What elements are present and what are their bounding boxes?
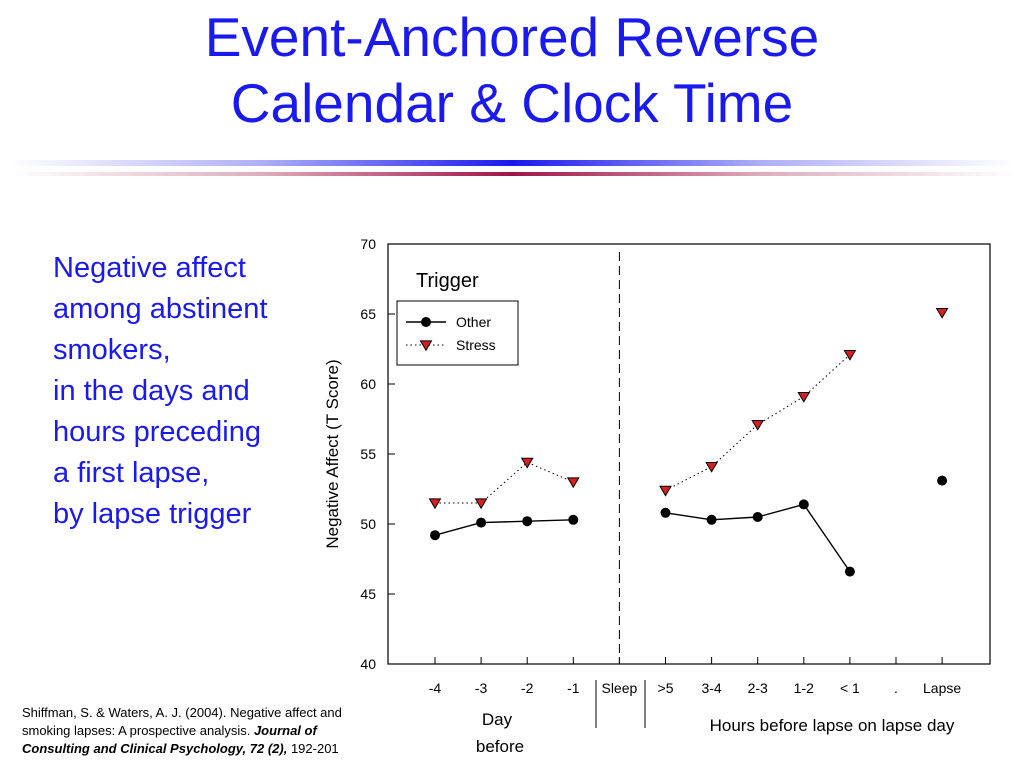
citation-pages: 192-201: [287, 741, 339, 756]
x-tick-label: 3-4: [701, 680, 721, 696]
citation-authors: Shiffman, S. & Waters, A. J. (2004). Neg…: [22, 705, 342, 738]
x-tick-label: 1-2: [794, 680, 814, 696]
description-line: Negative affect: [53, 252, 246, 284]
data-point-other: [522, 516, 533, 527]
x-tick-label: -1: [567, 680, 580, 696]
legend-marker-stress: [419, 340, 433, 352]
chart-description: Negative affect among abstinent smokers,…: [53, 248, 323, 535]
data-point-other: [706, 514, 717, 525]
data-point-stress: [935, 307, 949, 319]
data-point-stress: [474, 498, 488, 510]
y-tick-label: 45: [360, 586, 376, 602]
data-point-stress: [520, 457, 534, 469]
data-point-stress: [566, 477, 580, 489]
description-line: by lapse trigger: [53, 498, 252, 530]
data-point-stress: [659, 485, 672, 497]
description-line: among abstinent: [53, 293, 268, 325]
slide-title: Event-Anchored Reverse Calendar & Clock …: [0, 4, 1024, 136]
data-point-other: [476, 517, 487, 528]
title-divider-primary: [10, 160, 1014, 166]
data-point-stress: [843, 349, 857, 361]
series-line-other: [434, 519, 574, 536]
data-point-stress: [751, 419, 765, 431]
x-group-label-hours: Hours before lapse on lapse day: [710, 716, 955, 735]
legend-box: [396, 300, 519, 366]
y-tick-label: 70: [360, 236, 376, 252]
description-line: smokers,: [53, 334, 171, 366]
x-tick-label: Sleep: [601, 680, 637, 696]
citation-journal: Journal of Consulting and Clinical Psych…: [22, 723, 317, 756]
x-tick-label: >5: [658, 680, 674, 696]
x-tick-label: Lapse: [923, 680, 961, 696]
legend-marker-other: [421, 317, 431, 327]
data-point-other: [752, 512, 763, 522]
data-point-stress: [797, 391, 811, 403]
description-line: in the days and: [53, 375, 250, 407]
legend-title: Trigger: [416, 270, 479, 292]
data-point-other: [844, 566, 855, 577]
y-tick-label: 50: [360, 516, 376, 532]
x-tick-label: -2: [521, 680, 534, 696]
data-point-other: [798, 499, 809, 510]
y-tick-label: 55: [360, 446, 376, 462]
x-tick-label: -4: [429, 680, 442, 696]
legend-label-stress: Stress: [456, 337, 496, 353]
y-tick-label: 60: [360, 376, 376, 392]
x-group-label-days: before: [476, 737, 524, 756]
y-axis-label: Negative Affect (T Score): [323, 359, 342, 548]
x-tick-label: -3: [475, 680, 488, 696]
x-group-label-days: Day: [482, 710, 513, 729]
x-tick-label: 2-3: [748, 680, 768, 696]
x-tick-label: .: [894, 680, 898, 696]
description-line: a first lapse,: [53, 457, 210, 489]
data-point-other: [568, 514, 579, 525]
y-tick-label: 40: [360, 656, 376, 672]
data-point-stress: [428, 498, 442, 510]
y-tick-label: 65: [360, 306, 376, 322]
data-point-other: [660, 507, 671, 518]
data-point-other: [937, 475, 948, 486]
data-point-other: [430, 530, 440, 541]
data-point-stress: [705, 461, 718, 473]
legend-label-other: Other: [456, 314, 491, 330]
x-tick-label: < 1: [840, 680, 860, 696]
description-line: hours preceding: [53, 416, 261, 448]
slide-title-line2: Calendar & Clock Time: [230, 72, 794, 134]
series-line-stress: [435, 461, 574, 504]
citation: Shiffman, S. & Waters, A. J. (2004). Neg…: [22, 704, 382, 758]
slide-title-line1: Event-Anchored Reverse: [204, 6, 820, 68]
title-divider-secondary: [10, 172, 1014, 176]
